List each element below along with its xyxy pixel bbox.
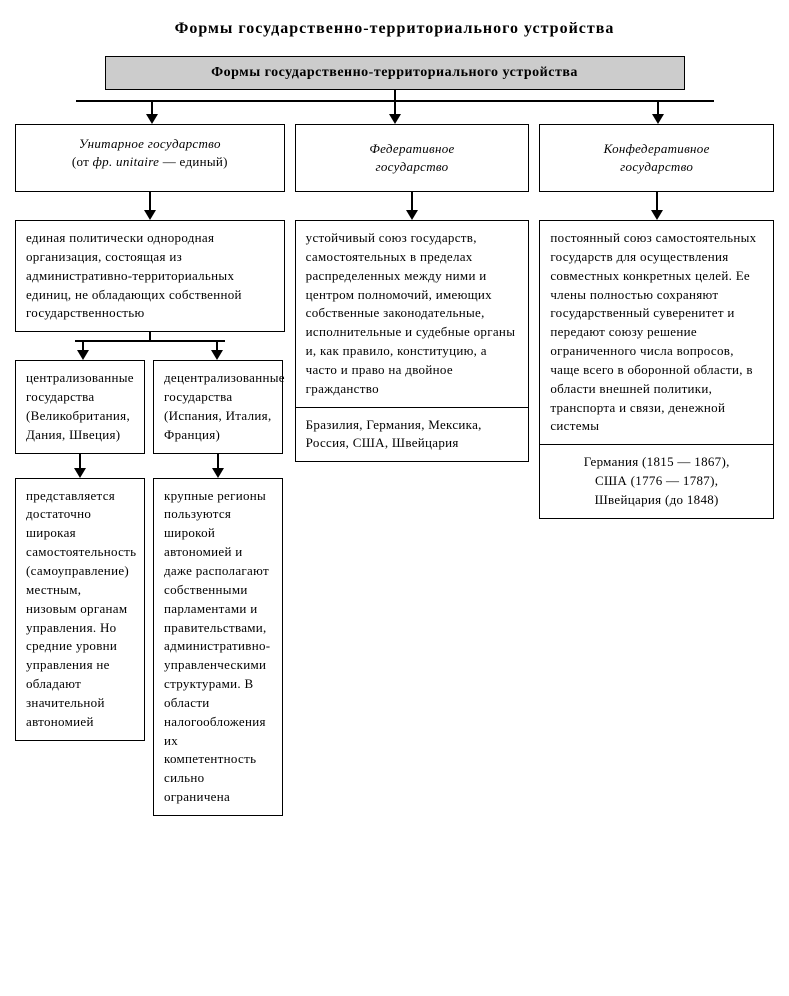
unitary-etym-suffix: — единый) <box>159 154 228 169</box>
root-node: Формы государственно-территориального ус… <box>105 56 685 90</box>
col-federal: Федеративное государство устойчивый союз… <box>295 124 530 462</box>
main-columns: Унитарное государство (от фр. unitaire —… <box>15 124 774 816</box>
decentralized-title: децентрализованные государства (Испания,… <box>153 360 283 453</box>
col-confederal: Конфедеративное государство постоянный с… <box>539 124 774 519</box>
confederal-definition: постоянный союз самостоятельных государс… <box>539 220 774 444</box>
confederal-examples: Германия (1815 — 1867), США (1776 — 1787… <box>539 444 774 519</box>
page-title: Формы государственно-территориального ус… <box>15 20 774 38</box>
decentralized-note: крупные регионы пользуются широкой автон… <box>153 478 283 816</box>
confederal-title-box: Конфедеративное государство <box>539 124 774 192</box>
confederal-title-line1: Конфедеративное <box>548 140 765 158</box>
decentralized-arrow <box>153 454 283 478</box>
root-connector <box>16 90 774 124</box>
federal-definition: устойчивый союз государств, самостоятель… <box>295 220 530 407</box>
unitary-title-box: Унитарное государство (от фр. unitaire —… <box>15 124 285 192</box>
unitary-arrow-1 <box>15 192 285 220</box>
unitary-split-connector <box>15 332 285 360</box>
confederal-title-line2: государство <box>548 158 765 176</box>
federal-arrow <box>295 192 530 220</box>
unitary-etym-prefix: (от <box>72 154 93 169</box>
confederal-arrow <box>539 192 774 220</box>
federal-title-line1: Федеративное <box>304 140 521 158</box>
unitary-definition: единая политически однородная организаци… <box>15 220 285 332</box>
unitary-etym: фр. unitaire <box>93 154 160 169</box>
federal-title-line2: государство <box>304 158 521 176</box>
federal-title-box: Федеративное государство <box>295 124 530 192</box>
centralized-arrow <box>15 454 145 478</box>
federal-examples: Бразилия, Германия, Мексика, Россия, США… <box>295 407 530 463</box>
col-unitary: Унитарное государство (от фр. unitaire —… <box>15 124 285 816</box>
unitary-title-line1: Унитарное государство <box>79 136 221 151</box>
centralized-note: представляется достаточно широкая самост… <box>15 478 145 741</box>
subcol-decentralized: децентрализованные государства (Испания,… <box>153 360 283 816</box>
unitary-subcols: централизованные государства (Великобрит… <box>15 360 285 816</box>
subcol-centralized: централизованные государства (Великобрит… <box>15 360 145 740</box>
centralized-title: централизованные государства (Великобрит… <box>15 360 145 453</box>
